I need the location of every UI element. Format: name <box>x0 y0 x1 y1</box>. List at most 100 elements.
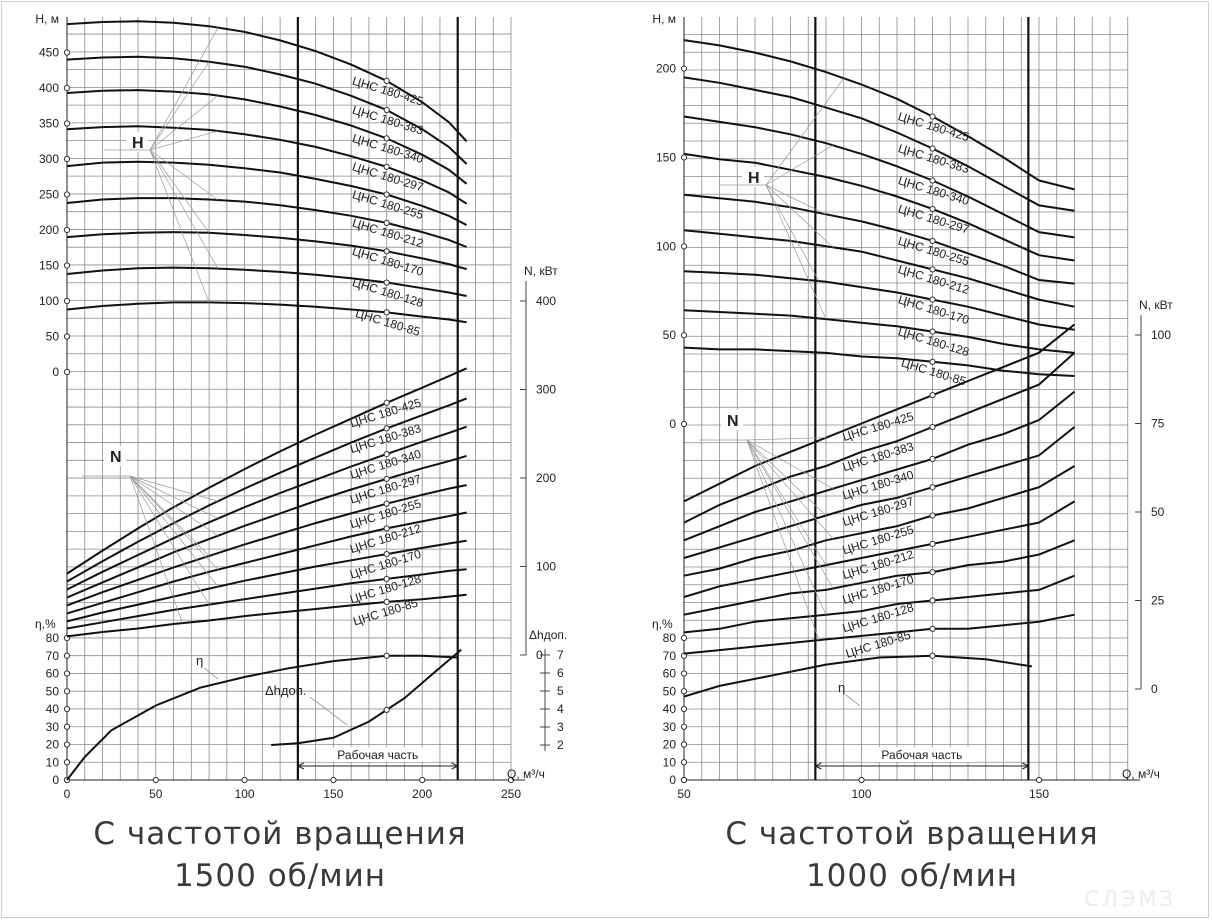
rpm1500-h-leader-line <box>149 130 219 151</box>
rpm1500-head-marker <box>383 219 390 226</box>
rpm1000-efficiency-curve <box>683 654 1033 698</box>
rpm1500-h-group-label: H <box>132 135 144 152</box>
rpm1500-npsh-leader <box>309 696 348 726</box>
rpm1500-h-axis-label: H, м <box>35 12 59 26</box>
rpm1000-x-tick-dot <box>1035 776 1043 784</box>
rpm1000-power-curve-180-383 <box>683 351 1076 524</box>
rpm1500-npsh-tick-label: 4 <box>557 702 564 716</box>
rpm1500-n-axis-label: N, кВт <box>524 264 558 278</box>
rpm1500-n-tick-label: 0 <box>536 648 543 662</box>
rpm1500-n-group-label-bg <box>104 446 126 466</box>
rpm1500-power-marker <box>383 575 390 582</box>
rpm1000-h-tick-dot <box>680 65 688 72</box>
rpm1500-h-tick-label: 200 <box>39 223 59 237</box>
rpm1500-power-marker <box>383 551 390 558</box>
rpm1000-n-leader-line <box>746 437 827 441</box>
rpm1000-x-tick-dot <box>858 776 865 784</box>
rpm1000-power-marker <box>929 512 936 519</box>
rpm1500-n-leader-line <box>129 475 210 605</box>
rpm1000-n-tick-label: 50 <box>1151 505 1165 519</box>
rpm1000-power-marker <box>929 423 936 431</box>
rpm1000-h-leader-line <box>765 145 834 186</box>
rpm1500-npsh-tick-label: 5 <box>557 684 564 698</box>
rpm1000-n-tick-label: 75 <box>1151 417 1165 431</box>
rpm1500-h-tick-label: 450 <box>39 46 59 60</box>
rpm1000-n-leader-line <box>746 439 827 615</box>
rpm1000-power-curve-180-297 <box>683 426 1076 559</box>
rpm1000-n-group-label-bg <box>721 410 743 430</box>
rpm1500-h-leader-line <box>149 27 219 151</box>
rpm1500-head-curve-180-128 <box>66 266 467 297</box>
rpm1500-n-leader-line <box>129 475 219 587</box>
rpm1500-h-tick-dot <box>63 297 71 305</box>
rpm1500-h-tick-label: 350 <box>39 117 59 131</box>
rpm1000-power-marker <box>929 455 936 462</box>
rpm1000-n-leader-line <box>746 439 827 566</box>
rpm1500-n-leader-line <box>129 475 210 557</box>
rpm1000-head-marker <box>929 358 936 365</box>
rpm1500-x-tick-label: 100 <box>235 787 255 801</box>
caption-1000-line1: С частотой вращения <box>725 816 1099 852</box>
rpm1500-head-marker <box>383 248 390 255</box>
rpm1000-eff-tick-label: 0 <box>669 773 676 787</box>
rpm1000-head-marker <box>929 145 936 152</box>
rpm1500-npsh-tick-label: 3 <box>557 720 564 734</box>
rpm1000-head-marker <box>929 266 936 273</box>
rpm1500-n-leader-line <box>129 475 219 502</box>
rpm1500-eff-tick-label: 80 <box>46 631 60 645</box>
rpm1500-h-tick-label: 300 <box>39 152 59 166</box>
rpm1500-working-zone-arrowhead-right <box>451 762 459 770</box>
rpm1500-power-marker <box>383 399 390 406</box>
rpm1500-n-leader-line <box>129 475 219 537</box>
rpm1500-eff-tick-dot <box>63 759 71 766</box>
rpm1000-eff-tick-dot <box>680 670 688 677</box>
rpm1500-power-marker <box>383 500 390 507</box>
caption-1500-line1: С частотой вращения <box>93 816 467 852</box>
rpm1500-h-leader-line <box>149 149 210 234</box>
rpm1500-eff-tick-dot <box>63 705 71 713</box>
rpm1000-eff-tick-dot <box>680 723 688 730</box>
rpm1500-h-tick-label: 150 <box>39 259 59 273</box>
rpm1500-power-curve-180-212 <box>66 511 467 615</box>
rpm1500-n-tick-label: 100 <box>536 560 556 574</box>
rpm1000-head-marker <box>929 328 936 335</box>
rpm1500-x-tick-dot <box>330 776 337 784</box>
rpm1500-npsh-tick-label: 7 <box>557 648 564 662</box>
rpm1500-working-zone-arrowhead-left <box>296 762 305 770</box>
rpm1000-eff-tick-label: 50 <box>663 684 677 698</box>
rpm1000-working-zone-arrowhead-left <box>814 762 822 770</box>
rpm1000-eff-tick-label: 80 <box>663 631 677 645</box>
rpm1500-head-marker <box>383 191 390 198</box>
rpm1000-eff-tick-label: 40 <box>663 702 677 716</box>
rpm1000-eff-tick-dot <box>680 759 688 766</box>
rpm1500-head-curve-180-255 <box>66 160 468 226</box>
rpm1000-eff-tick-dot <box>680 705 688 713</box>
rpm1500-efficiency-label: η <box>196 653 203 668</box>
rpm1500-head-curve-180-212 <box>66 197 467 248</box>
rpm1500-eff-axis-label: η,% <box>35 617 56 631</box>
rpm1500-eff-tick-dot <box>63 652 71 659</box>
rpm1500-x-axis-label: Q, м³/ч <box>507 767 545 781</box>
rpm1000-head-curve-180-85 <box>683 346 1075 377</box>
rpm1000-h-leader-line <box>765 184 827 215</box>
rpm1500-x-tick-label: 150 <box>323 787 343 801</box>
rpm1500-working-zone-label-bg <box>322 747 433 762</box>
rpm1000-power-curve-180-255 <box>683 465 1076 577</box>
rpm1500-power-curve-180-383 <box>66 397 467 583</box>
rpm1500-x-tick-dot <box>419 776 426 784</box>
rpm1500-working-zone-label: Рабочая часть <box>337 748 418 762</box>
rpm1000-head-marker <box>929 237 936 245</box>
rpm1500-h-tick-dot <box>63 155 71 163</box>
rpm1000-head-curve-180-340 <box>683 115 1075 239</box>
rpm1500-power-marker <box>383 425 390 432</box>
rpm1000-working-zone-arrowhead-right <box>1022 762 1030 770</box>
caption-1000: С частотой вращения 1000 об/мин <box>632 813 1192 897</box>
rpm1000-n-axis-label: N, кВт <box>1139 298 1173 312</box>
rpm1500-npsh-curve <box>271 648 462 746</box>
rpm1500-power-curve-180-128 <box>66 568 467 630</box>
rpm1500-h-leader-line <box>149 149 210 303</box>
rpm1500-h-tick-label: 400 <box>39 81 59 95</box>
rpm1000-h-leader-line <box>765 184 834 248</box>
rpm1500-head-curve-180-340 <box>66 89 468 185</box>
